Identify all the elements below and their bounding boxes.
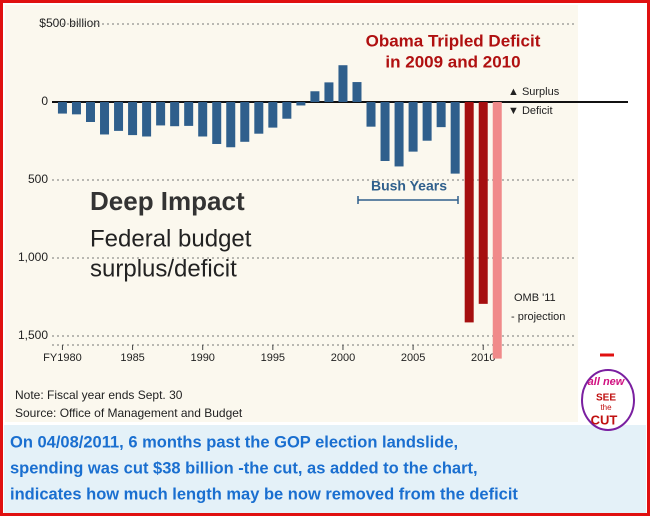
x-tick-label: 1990 — [190, 352, 214, 364]
bar — [436, 102, 446, 128]
x-tick-label: FY1980 — [43, 352, 82, 364]
y-tick-label: 500 — [28, 172, 48, 186]
bar — [212, 102, 222, 144]
bar — [57, 102, 67, 114]
chart-subtitle: Federal budget — [90, 225, 252, 252]
caption-background — [4, 425, 646, 513]
annotation: OMB '11 — [514, 292, 556, 304]
bar — [71, 102, 81, 115]
bar — [492, 102, 502, 359]
logo-text: CUT — [591, 412, 618, 427]
bracket — [357, 196, 459, 204]
bar — [408, 102, 418, 152]
caption: spending was cut $38 billion -the cut, a… — [10, 459, 478, 477]
logo: all new SEE the CUT — [581, 353, 635, 431]
chart-subtitle: surplus/deficit — [90, 255, 237, 282]
y-tick-label: 1,500 — [18, 328, 48, 342]
x-tick-label: 1985 — [120, 352, 144, 364]
note: Note: Fiscal year ends Sept. 30 — [15, 388, 183, 402]
x-tick-label: 2010 — [471, 352, 495, 364]
logo-text: all new — [588, 376, 626, 388]
bar — [268, 102, 278, 128]
source: Source: Office of Management and Budget — [15, 406, 243, 420]
bar — [156, 102, 166, 126]
bar — [338, 65, 348, 103]
bar — [352, 82, 362, 103]
annotation: Bush Years — [371, 178, 447, 194]
chart-title: Deep Impact — [90, 186, 245, 216]
caption: On 04/08/2011, 6 months past the GOP ele… — [10, 433, 458, 451]
bar — [142, 102, 152, 137]
annotation: in 2009 and 2010 — [385, 52, 520, 71]
annotation: Obama Tripled Deficit — [366, 31, 541, 50]
logo-text: the — [600, 403, 612, 412]
bar — [394, 102, 404, 167]
logo-text: SEE — [596, 393, 616, 404]
bar — [85, 102, 95, 122]
bar — [464, 102, 474, 323]
bar — [366, 102, 376, 127]
logo-ring — [581, 369, 635, 431]
bar — [282, 102, 292, 119]
annotation: ▲ Surplus — [508, 86, 560, 98]
y-tick-label: 0 — [41, 94, 48, 108]
x-tick-label: 1995 — [261, 352, 285, 364]
bar — [422, 102, 432, 141]
bar — [128, 102, 138, 136]
bar — [184, 102, 194, 126]
bar — [310, 91, 320, 103]
x-tick-label: 2000 — [331, 352, 355, 364]
annotation: - projection — [511, 311, 565, 323]
caption: indicates how much length may be now rem… — [10, 485, 518, 503]
bar — [450, 102, 460, 174]
bar — [198, 102, 208, 137]
bar — [170, 102, 180, 127]
y-tick-label: $500 billion — [39, 16, 100, 30]
y-tick-label: 1,000 — [18, 250, 48, 264]
bar — [114, 102, 124, 131]
bar — [296, 102, 306, 106]
bar — [324, 82, 334, 103]
bar — [100, 102, 110, 135]
bar — [478, 102, 488, 304]
bar — [240, 102, 250, 142]
bar — [226, 102, 236, 148]
bar — [254, 102, 264, 134]
x-tick-label: 2005 — [401, 352, 425, 364]
bar — [380, 102, 390, 161]
annotation: ▼ Deficit — [508, 105, 553, 117]
